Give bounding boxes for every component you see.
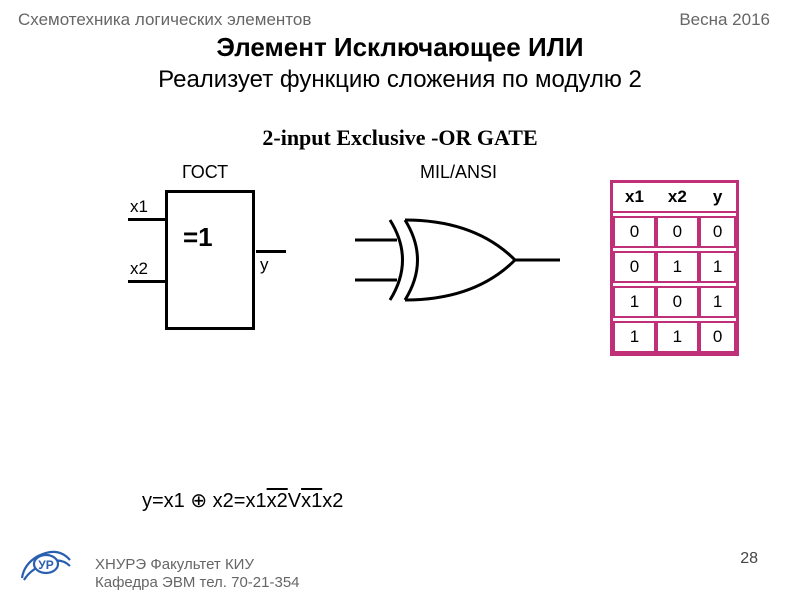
truth-table-cell: 1 [656, 251, 699, 283]
page-subtitle: Реализует функцию сложения по модулю 2 [0, 66, 800, 94]
truth-table-cell: 1 [699, 286, 736, 318]
svg-text:УР: УР [38, 558, 53, 572]
truth-table-row: 011 [613, 251, 736, 283]
page-number: 28 [740, 550, 758, 568]
gost-label: ГОСТ [182, 162, 228, 183]
university-logo-icon: УР [18, 542, 74, 586]
truth-table-cell: 1 [613, 321, 656, 353]
truth-table-cell: 1 [699, 251, 736, 283]
truth-table-cell: 0 [699, 216, 736, 248]
truth-table-cell: 1 [613, 286, 656, 318]
formula-suffix: x2 [322, 490, 343, 512]
footer-text: ХНУРЭ Факультет КИУ Кафедра ЭВМ тел. 70-… [95, 556, 300, 592]
truth-table-cell: 0 [699, 321, 736, 353]
formula-prefix: y=x1 ⊕ x2=x1 [142, 490, 267, 512]
ansi-label: MIL/ANSI [420, 162, 497, 183]
ansi-xor-gate [355, 200, 565, 320]
truth-table-cell: 0 [613, 216, 656, 248]
truth-table-row: 101 [613, 286, 736, 318]
truth-table-cell: 0 [656, 216, 699, 248]
gost-gate-symbol: =1 [183, 222, 213, 253]
gost-x1-wire [128, 218, 166, 221]
truth-table-header: x2 [656, 183, 699, 213]
footer-line1: ХНУРЭ Факультет КИУ [95, 556, 300, 574]
gost-y-wire [256, 250, 286, 253]
gost-gate-box [165, 190, 255, 330]
footer-line2: Кафедра ЭВМ тел. 70-21-354 [95, 574, 300, 592]
gost-x2-wire [128, 280, 166, 283]
gost-x1-label: x1 [130, 197, 148, 217]
truth-table-cell: 1 [656, 321, 699, 353]
truth-table-cell: 0 [613, 251, 656, 283]
formula-or-symbol: V [288, 490, 301, 512]
truth-table-header: y [699, 183, 736, 213]
truth-table-row: 110 [613, 321, 736, 353]
page-title: Элемент Исключающее ИЛИ [0, 32, 800, 63]
truth-table-header: x1 [613, 183, 656, 213]
truth-table-header-row: x1 x2 y [613, 183, 736, 213]
formula-overline-x2: x2 [267, 490, 288, 512]
gost-x2-label: x2 [130, 259, 148, 279]
truth-table-row: 000 [613, 216, 736, 248]
gate-title: 2-input Exclusive -OR GATE [0, 125, 800, 151]
header-term: Весна 2016 [679, 10, 770, 30]
gost-y-label: y [260, 255, 269, 275]
truth-table-cell: 0 [656, 286, 699, 318]
xor-formula: y=x1 ⊕ x2=x1x2Vx1x2 [142, 488, 343, 513]
truth-table: x1 x2 y 000011101110 [610, 180, 739, 356]
header-course: Схемотехника логических элементов [18, 10, 311, 30]
formula-overline-x1: x1 [301, 490, 322, 512]
